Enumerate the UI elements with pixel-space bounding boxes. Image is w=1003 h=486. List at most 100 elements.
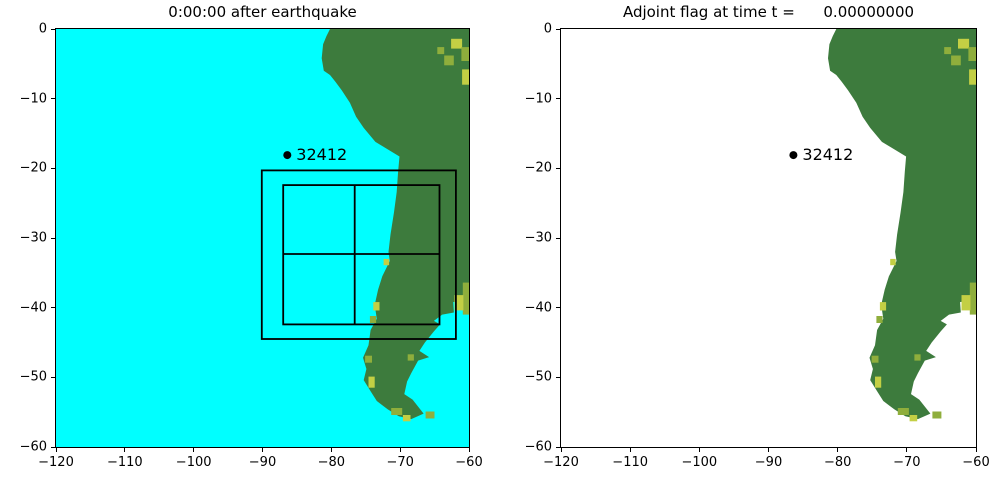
- y-tick-mark: [556, 446, 560, 448]
- elevation-patch: [897, 408, 909, 415]
- x-tick-mark: [768, 448, 769, 452]
- y-tick-label: −20: [19, 160, 47, 176]
- elevation-patch: [425, 411, 435, 419]
- x-tick-label: −80: [823, 455, 852, 470]
- y-tick-mark: [556, 307, 560, 309]
- x-tick-mark: [698, 448, 700, 452]
- station-dot: [789, 151, 798, 160]
- y-tick-mark: [51, 307, 55, 309]
- y-tick-mark: [51, 446, 55, 448]
- x-tick-mark: [560, 448, 562, 452]
- y-tick-mark: [51, 28, 55, 30]
- y-tick-mark: [556, 376, 560, 378]
- x-tick-label: −70: [893, 455, 921, 470]
- y-tick-mark: [51, 98, 55, 100]
- elevation-patch: [914, 354, 921, 361]
- y-tick-label: −60: [524, 439, 552, 455]
- elevation-patch: [454, 295, 464, 311]
- amr-grid-rectangle: [260, 169, 457, 340]
- elevation-patch: [969, 69, 976, 85]
- x-tick-mark: [55, 448, 57, 452]
- x-tick-label: −70: [386, 455, 414, 470]
- station-label: 32412: [296, 145, 347, 164]
- elevation-patch: [383, 258, 390, 266]
- x-tick-mark: [975, 448, 977, 452]
- y-tick-label: −10: [19, 91, 47, 107]
- y-tick-label: −60: [19, 439, 47, 455]
- x-tick-mark: [193, 448, 195, 452]
- x-tick-label: −90: [754, 455, 783, 470]
- y-tick-mark: [556, 28, 560, 30]
- y-tick-mark: [556, 98, 560, 100]
- y-tick-mark: [556, 237, 560, 239]
- elevation-patch: [876, 316, 883, 323]
- x-tick-label: −110: [106, 455, 143, 470]
- right-plot-title: Adjoint flag at time t = 0.00000000: [622, 3, 915, 21]
- elevation-patch: [890, 258, 896, 266]
- x-tick-label: −120: [543, 455, 579, 470]
- elevation-patch: [462, 282, 469, 315]
- elevation-patch: [968, 47, 976, 61]
- x-tick-label: −90: [248, 455, 277, 470]
- y-tick-label: 0: [543, 21, 552, 37]
- map-axes-left: 0:00:00 after earthquake 32412 −120 −110 −1…: [20, 3, 483, 470]
- elevation-patch: [437, 47, 445, 55]
- left-map-canvas: 32412: [56, 29, 469, 447]
- elevation-patch: [368, 376, 375, 388]
- land-polygon: [321, 29, 469, 420]
- elevation-patch: [373, 302, 380, 311]
- elevation-patch: [951, 55, 961, 66]
- station-dot: [283, 151, 292, 160]
- x-tick-label: −110: [612, 455, 649, 470]
- x-tick-label: −80: [317, 455, 346, 470]
- elevation-patch: [875, 376, 882, 388]
- elevation-patch: [444, 55, 454, 66]
- elevation-patch: [909, 415, 918, 422]
- elevation-patch: [932, 411, 942, 419]
- elevation-patch: [369, 316, 377, 323]
- y-tick-mark: [51, 237, 55, 239]
- x-tick-label: −100: [681, 455, 718, 470]
- y-tick-label: −30: [524, 230, 552, 246]
- right-map-canvas: 32412: [561, 29, 976, 447]
- y-tick-label: −50: [19, 369, 47, 385]
- elevation-patch: [407, 354, 414, 361]
- left-plot-title: 0:00:00 after earthquake: [168, 3, 357, 21]
- elevation-patch: [451, 38, 463, 49]
- x-tick-mark: [906, 448, 908, 452]
- elevation-patch: [391, 408, 403, 415]
- x-tick-mark: [837, 448, 839, 452]
- elevation-patch: [944, 47, 952, 55]
- y-tick-mark: [556, 167, 560, 169]
- y-tick-label: −40: [19, 300, 47, 316]
- elevation-patch: [961, 295, 971, 311]
- x-tick-mark: [124, 448, 126, 452]
- elevation-patch: [969, 282, 976, 315]
- x-tick-mark: [629, 448, 631, 452]
- land-polygon: [828, 29, 976, 420]
- elevation-patch: [402, 415, 411, 422]
- elevation-patch: [879, 302, 887, 311]
- x-tick-mark: [262, 448, 263, 452]
- elevation-patch: [365, 355, 372, 363]
- y-tick-label: −20: [524, 160, 552, 176]
- elevation-patch: [462, 69, 469, 85]
- elevation-patch: [871, 355, 879, 363]
- x-tick-label: −100: [175, 455, 212, 470]
- station-label: 32412: [802, 145, 853, 164]
- elevation-patch: [958, 38, 970, 49]
- x-tick-label: −60: [455, 455, 483, 470]
- y-tick-label: −50: [524, 369, 552, 385]
- y-tick-mark: [51, 167, 55, 169]
- x-tick-label: −120: [38, 455, 74, 470]
- y-tick-label: 0: [38, 21, 47, 37]
- y-tick-label: −40: [524, 300, 552, 316]
- x-tick-label: −60: [962, 455, 990, 470]
- x-tick-mark: [330, 448, 332, 452]
- y-tick-label: −30: [19, 230, 47, 246]
- map-axes-right: Adjoint flag at time t = 0.00000000 3241…: [525, 3, 990, 470]
- elevation-patch: [461, 47, 469, 61]
- y-tick-mark: [51, 376, 55, 378]
- x-tick-mark: [399, 448, 401, 452]
